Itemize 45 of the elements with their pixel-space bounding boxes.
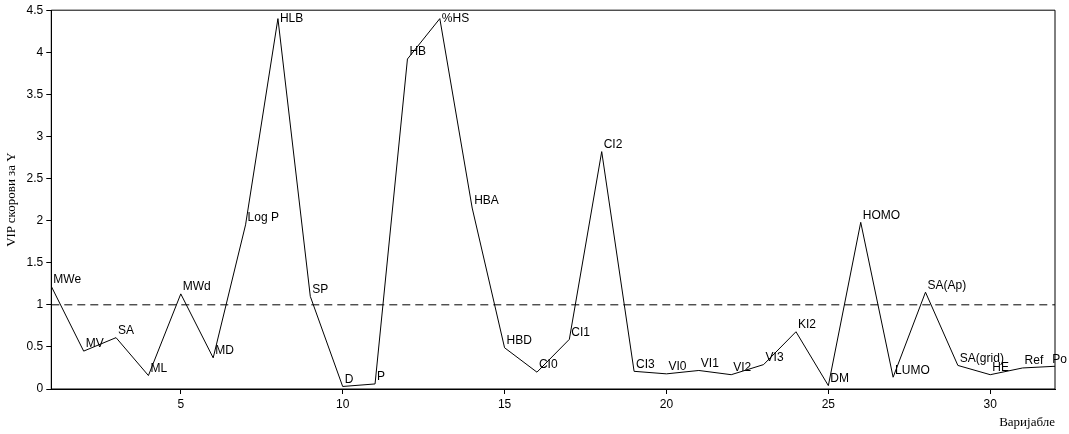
annotation: DM [830, 370, 850, 385]
y-tick-label: 4 [36, 44, 44, 59]
annotation: SA(Ap) [927, 277, 967, 292]
annotation: P [377, 369, 386, 384]
annotation: ML [150, 360, 168, 375]
annotation: KI2 [797, 317, 817, 332]
annotation: HBA [474, 193, 499, 208]
annotation: %HS [441, 10, 470, 25]
annotation: HOMO [862, 207, 901, 222]
y-tick-label: 4.5 [26, 2, 44, 17]
x-tick-label: 15 [497, 396, 512, 411]
y-tick-label: 3 [36, 128, 44, 143]
annotation: VI1 [700, 355, 720, 370]
annotation: D [344, 371, 354, 386]
annotation: Ref [1024, 353, 1044, 368]
x-tick-label: 10 [336, 396, 350, 411]
annotation: CI1 [571, 324, 591, 339]
y-tick-label: 2.5 [26, 170, 44, 185]
annotation: CI2 [603, 136, 623, 151]
y-tick-label: 0.5 [26, 339, 44, 354]
annotation: MV [85, 336, 104, 351]
y-tick-label: 0 [36, 381, 44, 396]
y-tick-label: 2 [36, 212, 44, 227]
y-tick-label: 1.5 [26, 255, 44, 270]
x-axis-title: Варијабле [999, 413, 1056, 429]
annotation: VI2 [733, 360, 752, 374]
x-tick-label: 30 [983, 396, 998, 411]
x-tick-label: 5 [177, 396, 185, 411]
annotation: HBD [506, 333, 533, 348]
annotation: VI0 [668, 359, 687, 374]
annotation: Log P [247, 210, 279, 225]
y-axis-title: VIP скорови за Y [3, 151, 19, 247]
annotation: SA [118, 322, 135, 337]
annotation: HLB [279, 10, 304, 25]
y-tick-label: 3.5 [26, 86, 44, 101]
annotation: MWe [53, 271, 82, 286]
annotation: CI3 [636, 356, 656, 371]
y-tick-label: 1 [36, 297, 44, 312]
annotation: LUMO [895, 362, 930, 377]
annotation: SP [312, 281, 329, 296]
annotation: MD [215, 343, 235, 358]
x-tick-label: 20 [659, 396, 674, 411]
annotation: MWd [182, 279, 211, 294]
x-tick-label: 25 [821, 396, 836, 411]
annotation: Po [1052, 351, 1068, 366]
